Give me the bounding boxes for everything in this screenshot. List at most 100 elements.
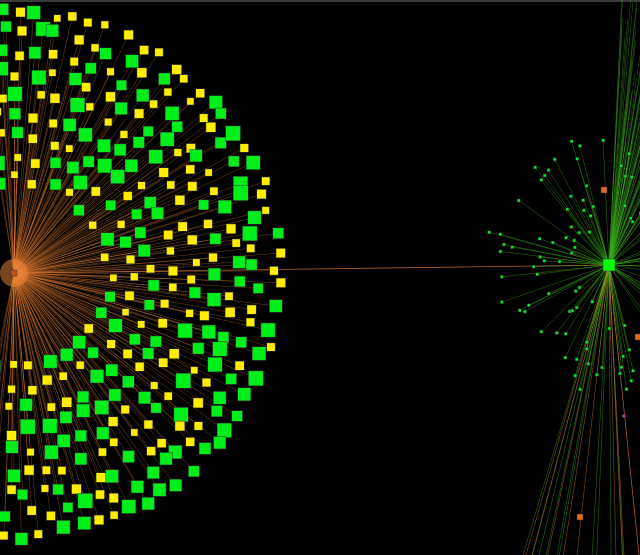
node-green[interactable] — [248, 370, 264, 386]
node-small-green[interactable] — [582, 208, 586, 213]
node-green[interactable] — [129, 333, 141, 346]
node-green[interactable] — [43, 354, 58, 369]
node-small-green[interactable] — [572, 238, 576, 243]
node-green[interactable] — [148, 149, 163, 164]
node-small-green[interactable] — [627, 348, 632, 352]
node-yellow[interactable] — [46, 402, 56, 412]
node-green[interactable] — [78, 127, 93, 142]
node-orange[interactable] — [634, 333, 640, 341]
node-yellow[interactable] — [168, 283, 178, 292]
node-green[interactable] — [150, 402, 162, 414]
node-small-green[interactable] — [629, 216, 633, 220]
node-small-green[interactable] — [578, 144, 582, 148]
node-yellow[interactable] — [158, 167, 169, 178]
node-green[interactable] — [74, 429, 87, 442]
node-small-green[interactable] — [487, 230, 491, 234]
node-yellow[interactable] — [192, 397, 204, 409]
node-small-green[interactable] — [595, 373, 599, 377]
node-small-green[interactable] — [619, 365, 624, 370]
node-yellow[interactable] — [0, 128, 6, 137]
node-small-green[interactable] — [573, 373, 577, 378]
node-green[interactable] — [0, 3, 9, 16]
node-yellow[interactable] — [269, 266, 279, 276]
node-green[interactable] — [119, 236, 132, 249]
node-yellow[interactable] — [203, 219, 213, 229]
node-green[interactable] — [42, 418, 58, 434]
node-green[interactable] — [90, 369, 104, 384]
node-yellow[interactable] — [100, 20, 109, 29]
node-green[interactable] — [56, 520, 71, 535]
node-small-green[interactable] — [539, 178, 543, 182]
node-green[interactable] — [216, 422, 232, 438]
node-yellow[interactable] — [173, 148, 182, 157]
node-yellow[interactable] — [171, 64, 182, 75]
node-yellow[interactable] — [104, 118, 113, 127]
node-green[interactable] — [177, 323, 193, 339]
node-small-green[interactable] — [546, 291, 551, 296]
node-small-green[interactable] — [621, 354, 625, 359]
node-yellow[interactable] — [185, 164, 195, 175]
node-yellow[interactable] — [275, 248, 286, 259]
node-green[interactable] — [134, 226, 147, 239]
node-small-green[interactable] — [510, 245, 514, 249]
node-yellow[interactable] — [157, 318, 168, 329]
node-yellow[interactable] — [26, 448, 35, 457]
node-green[interactable] — [104, 291, 116, 303]
node-yellow[interactable] — [185, 309, 194, 318]
node-yellow[interactable] — [275, 277, 286, 288]
node-green[interactable] — [136, 88, 150, 102]
node-green[interactable] — [5, 440, 19, 454]
node-yellow[interactable] — [177, 221, 188, 232]
node-green[interactable] — [232, 255, 246, 269]
node-yellow[interactable] — [156, 438, 167, 448]
node-small-green[interactable] — [546, 168, 551, 172]
node-green[interactable] — [188, 465, 200, 477]
node-small-green[interactable] — [587, 230, 592, 234]
node-green[interactable] — [52, 483, 64, 496]
node-yellow[interactable] — [130, 428, 139, 437]
node-green[interactable] — [45, 24, 59, 38]
node-yellow[interactable] — [130, 272, 139, 281]
node-yellow[interactable] — [109, 437, 119, 447]
node-small-green[interactable] — [557, 259, 562, 264]
node-green[interactable] — [94, 400, 109, 415]
node-yellow[interactable] — [137, 181, 146, 190]
node-green[interactable] — [132, 136, 145, 149]
node-small-green[interactable] — [498, 249, 503, 254]
node-green[interactable] — [225, 125, 241, 142]
node-green[interactable] — [125, 54, 139, 68]
node-yellow[interactable] — [256, 189, 267, 200]
node-green[interactable] — [0, 155, 6, 171]
node-green[interactable] — [192, 342, 205, 355]
node-yellow[interactable] — [208, 252, 218, 263]
node-yellow[interactable] — [27, 385, 38, 395]
node-yellow[interactable] — [154, 47, 164, 57]
node-yellow[interactable] — [137, 320, 146, 329]
node-yellow[interactable] — [36, 90, 46, 100]
node-yellow[interactable] — [122, 349, 133, 359]
node-small-green[interactable] — [629, 379, 634, 383]
node-small-green[interactable] — [565, 207, 570, 212]
node-small-green[interactable] — [500, 300, 504, 304]
node-small-green[interactable] — [553, 157, 557, 162]
node-yellow[interactable] — [90, 186, 101, 197]
node-yellow[interactable] — [48, 49, 58, 59]
node-green[interactable] — [26, 5, 41, 20]
node-green[interactable] — [11, 126, 24, 139]
node-small-green[interactable] — [564, 332, 568, 336]
node-yellow[interactable] — [120, 404, 130, 414]
node-small-green[interactable] — [630, 219, 635, 224]
node-small-green[interactable] — [573, 289, 578, 293]
node-green[interactable] — [206, 292, 222, 307]
node-green[interactable] — [97, 138, 111, 153]
node-green[interactable] — [122, 450, 135, 463]
node-small-green[interactable] — [622, 204, 627, 208]
node-small-green[interactable] — [577, 230, 581, 235]
node-green[interactable] — [130, 480, 144, 494]
node-small-green[interactable] — [543, 173, 547, 178]
node-small-green[interactable] — [555, 331, 559, 335]
node-green[interactable] — [211, 405, 223, 417]
node-green[interactable] — [158, 72, 171, 85]
node-yellow[interactable] — [123, 191, 133, 201]
